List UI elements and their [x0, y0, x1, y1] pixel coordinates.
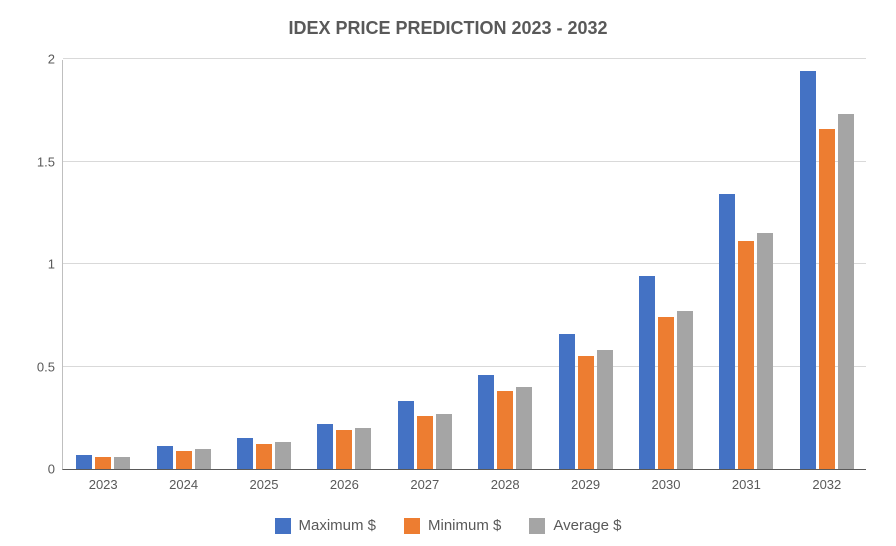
bar [838, 114, 854, 469]
legend-item: Minimum $ [404, 517, 501, 534]
x-axis-label: 2024 [169, 477, 198, 492]
bar [578, 356, 594, 469]
x-axis-label: 2031 [732, 477, 761, 492]
legend-swatch [529, 518, 545, 534]
x-axis-label: 2030 [652, 477, 681, 492]
bar [497, 391, 513, 469]
bar [336, 430, 352, 469]
legend-label: Average $ [553, 517, 621, 534]
plot-area: 00.511.522023202420252026202720282029203… [62, 60, 866, 470]
bar [355, 428, 371, 469]
x-axis-label: 2032 [812, 477, 841, 492]
legend: Maximum $ Minimum $ Average $ [0, 517, 896, 534]
legend-swatch [275, 518, 291, 534]
bar [757, 233, 773, 469]
bar [275, 442, 291, 469]
bar [398, 401, 414, 469]
y-axis-label: 1.5 [37, 154, 55, 169]
bar [677, 311, 693, 469]
bar [738, 241, 754, 469]
x-axis-label: 2029 [571, 477, 600, 492]
bar [800, 71, 816, 469]
bar [157, 446, 173, 469]
bar [256, 444, 272, 469]
y-axis-label: 0.5 [37, 359, 55, 374]
x-axis-label: 2023 [89, 477, 118, 492]
legend-label: Maximum $ [299, 517, 377, 534]
legend-swatch [404, 518, 420, 534]
x-axis-label: 2025 [250, 477, 279, 492]
bar [819, 129, 835, 469]
legend-label: Minimum $ [428, 517, 501, 534]
y-axis-label: 0 [48, 462, 55, 477]
bar [195, 449, 211, 470]
chart-title: IDEX PRICE PREDICTION 2023 - 2032 [0, 18, 896, 39]
bar [639, 276, 655, 469]
bar [436, 414, 452, 469]
bar [317, 424, 333, 469]
bar [559, 334, 575, 469]
bar [719, 194, 735, 469]
bar [516, 387, 532, 469]
y-axis-label: 1 [48, 257, 55, 272]
x-axis-label: 2028 [491, 477, 520, 492]
y-axis-label: 2 [48, 52, 55, 67]
legend-item: Maximum $ [275, 517, 377, 534]
x-axis-label: 2026 [330, 477, 359, 492]
bar [95, 457, 111, 469]
bar [237, 438, 253, 469]
bar [176, 451, 192, 469]
bar [76, 455, 92, 469]
gridline [63, 58, 866, 59]
bar [658, 317, 674, 469]
bar [478, 375, 494, 469]
chart-container: IDEX PRICE PREDICTION 2023 - 2032 00.511… [0, 0, 896, 546]
gridline [63, 161, 866, 162]
x-axis-label: 2027 [410, 477, 439, 492]
bar [417, 416, 433, 469]
bar [114, 457, 130, 469]
bar [597, 350, 613, 469]
legend-item: Average $ [529, 517, 621, 534]
